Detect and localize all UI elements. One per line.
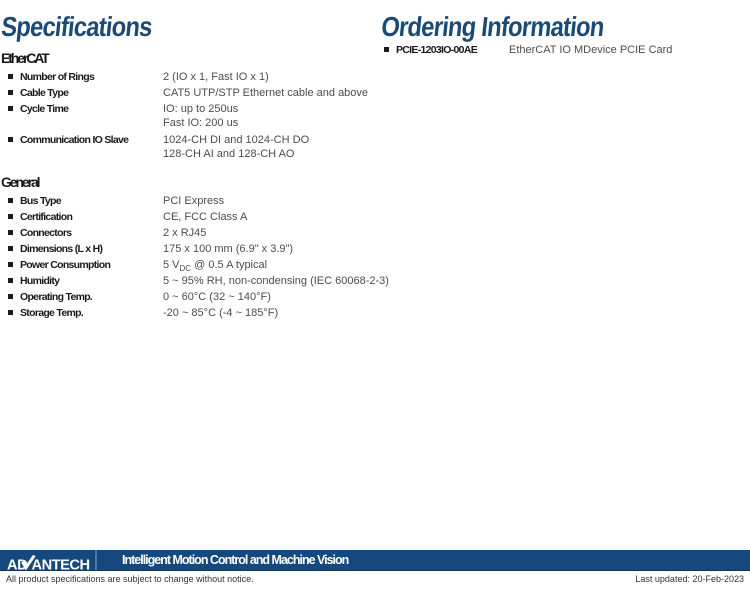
svg-text:ANTECH: ANTECH [32, 557, 90, 573]
